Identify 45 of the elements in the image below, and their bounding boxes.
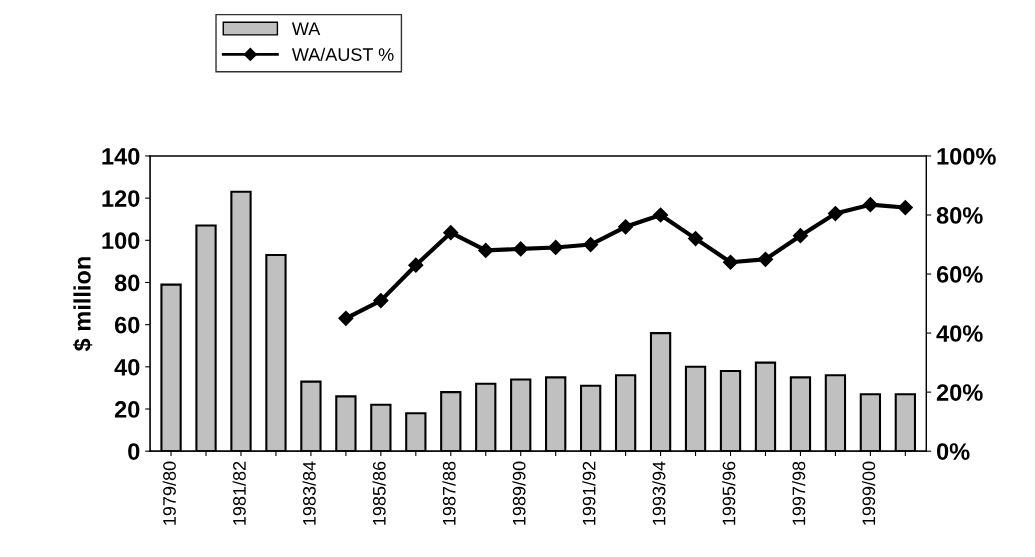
point	[687, 231, 704, 247]
point	[338, 310, 354, 326]
point	[583, 236, 599, 253]
y-tick-label: 0	[128, 443, 140, 460]
legend-label: WA	[291, 22, 321, 35]
x-tick-label: 1989/90	[512, 461, 526, 525]
x-tick-label: 1997/98	[792, 461, 806, 525]
x-tick-label: 1991/92	[582, 461, 596, 525]
point	[373, 293, 389, 309]
x-tick-label: 1995/96	[722, 461, 736, 525]
point	[548, 239, 564, 256]
y2-tick-label: 80%	[936, 207, 983, 224]
legend-label: WA/AUST %	[291, 47, 394, 61]
point	[862, 197, 878, 213]
y-tick-label: 120	[102, 190, 140, 207]
point	[513, 241, 529, 257]
y-tick-label: 140	[102, 148, 140, 165]
point	[653, 207, 669, 223]
point	[618, 219, 634, 235]
y2-tick-label: 20%	[936, 384, 983, 401]
point	[408, 257, 424, 273]
y-tick-label: 40	[114, 358, 140, 376]
y-tick-label: 80	[114, 274, 140, 292]
point	[722, 254, 739, 270]
point	[443, 225, 459, 241]
x-tick-label: 1993/94	[652, 461, 666, 525]
y2-tick-label: 40%	[936, 325, 983, 342]
point	[792, 228, 809, 244]
y-axis-title: $ million	[72, 257, 93, 352]
x-tick-label: 1983/84	[302, 461, 316, 525]
point	[897, 200, 913, 216]
point	[827, 205, 843, 222]
x-tick-label: 1979/80	[162, 461, 176, 525]
y-tick-label: 60	[114, 316, 140, 334]
point	[478, 242, 494, 258]
y-tick-label: 20	[114, 401, 140, 418]
x-tick-label: 1987/88	[442, 461, 456, 525]
y2-tick-label: 0%	[936, 443, 970, 460]
point	[757, 251, 774, 267]
y2-tick-label: 100%	[937, 148, 996, 165]
x-tick-label: 1985/86	[372, 461, 386, 525]
y-tick-label: 100	[102, 232, 140, 250]
x-tick-label: 1981/82	[232, 461, 246, 525]
y2-tick-label: 60%	[936, 266, 983, 283]
x-tick-label: 1999/00	[861, 461, 876, 525]
